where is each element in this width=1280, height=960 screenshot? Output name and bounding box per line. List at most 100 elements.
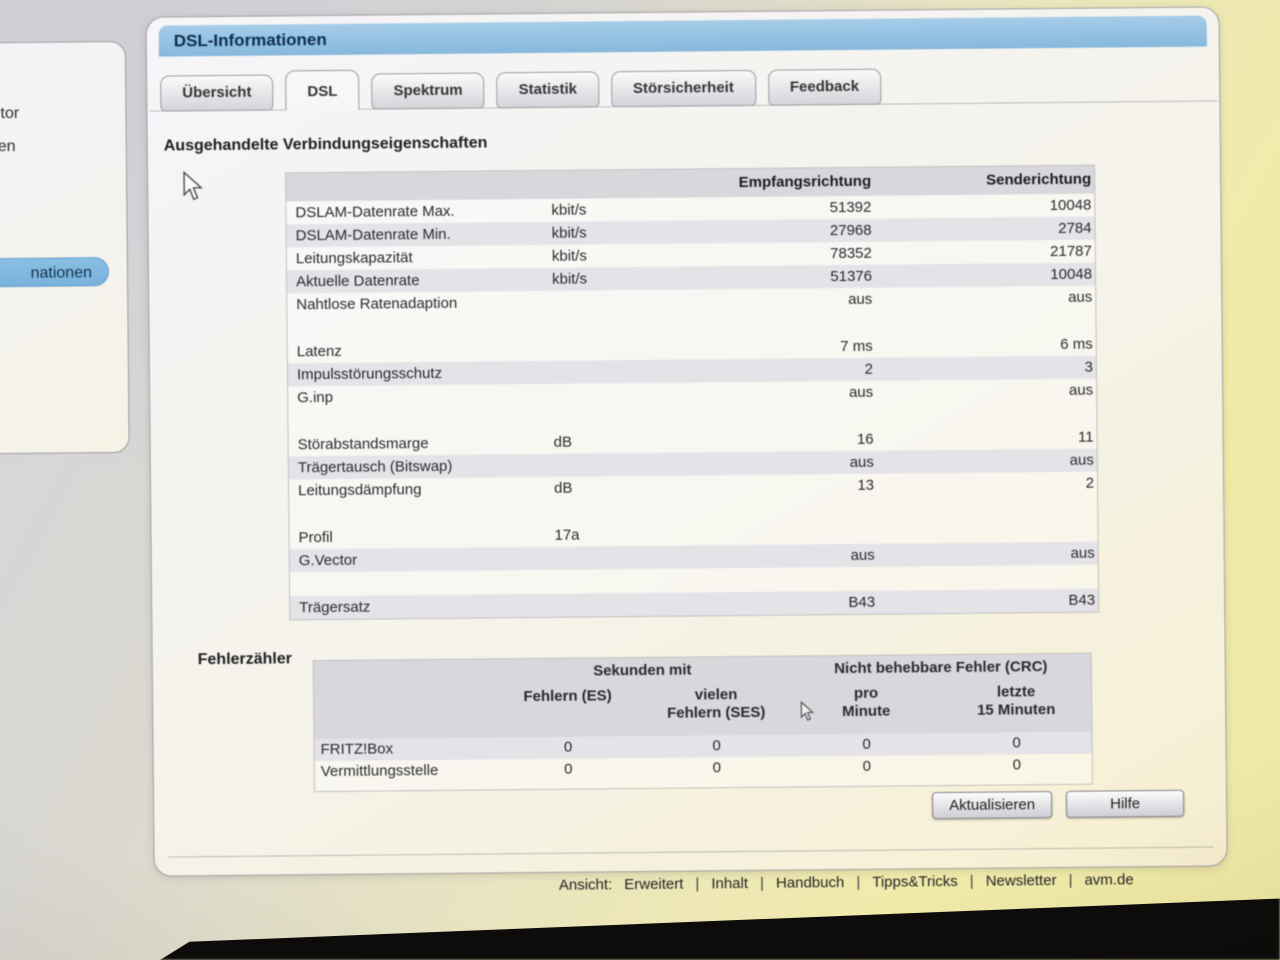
sidebar-item-partial-1[interactable]: tor [0,104,20,123]
row-label: Profil [298,528,333,547]
cell-value: 0 [862,735,871,753]
row-unit: kbit/s [551,247,587,265]
tab-storsicherheit[interactable]: Störsicherheit [610,69,757,108]
footer-separator: | [969,872,974,890]
footer-separator: | [759,874,765,892]
footer-separator: | [1068,871,1073,889]
row-value-tx: aus [1067,288,1093,306]
footer-separator: | [856,873,861,891]
column-header-letzte-15-minuten: letzte 15 Minuten [941,678,1092,733]
cell-value: 0 [712,737,721,755]
row-value-tx: 2 [1085,474,1095,492]
row-label: Störabstandsmarge [297,435,429,454]
row-value-rx: B43 [848,593,876,612]
row-value-rx: aus [848,383,874,401]
header-label-cell [286,171,551,202]
sidebar-item-dsl-informationen-selected[interactable]: nationen [0,257,110,288]
header-unit-cell [551,170,651,199]
footer-link-avm-de[interactable]: avm.de [1084,871,1134,889]
cell-value: 0 [563,738,573,756]
row-unit: kbit/s [551,224,587,242]
row-unit [553,383,653,407]
tab-spektrum[interactable]: Spektrum [371,72,485,110]
column-header-blank [314,683,495,739]
row-value-rx: 78352 [830,244,872,263]
tab-bar: Übersicht DSL Spektrum Statistik Störsicherh… [160,66,882,112]
row-value-tx: B43 [1068,591,1096,609]
row-value-rx: 13 [857,476,875,494]
row-label: Impulsstörungsschutz [296,364,443,384]
row-unit: dB [553,433,573,451]
sidebar-panel: tor en nationen [0,40,130,455]
row-value-tx: 3 [1084,358,1094,376]
footer-separator: | [695,875,700,893]
row-unit [553,360,653,384]
column-header-line: Fehlern (SES) [666,703,766,722]
row-value-tx: 21787 [1050,242,1092,261]
row-unit: kbit/s [551,270,588,288]
row-unit [553,337,653,361]
footer-links: Ansicht: Erweitert | Inhalt | Handbuch | Tipps&… [559,871,1134,894]
connection-section-heading: Ausgehandelte Verbindungseigenschaften [163,134,488,155]
row-value-rx: 27968 [829,221,872,240]
footer-link-erweitert[interactable]: Erweitert [624,875,684,894]
row-label: Leitungsdämpfung [298,481,422,500]
row-value-tx [877,519,1097,544]
row-value-tx: 2784 [1058,219,1092,237]
refresh-button[interactable]: Aktualisieren [932,791,1053,820]
row-label: Latenz [296,342,342,361]
row-value-tx: aus [1069,451,1094,469]
tab-feedback[interactable]: Feedback [767,68,882,106]
row-unit [555,546,655,570]
help-button[interactable]: Hilfe [1066,789,1185,818]
row-unit [552,290,652,314]
row-value-tx: aus [1070,544,1095,562]
error-counter-table: Sekunden mit Nicht behebbare Fehler (CRC)… [312,652,1093,793]
page-title: DSL-Informationen [158,15,1207,57]
row-label: G.Vector [298,551,358,570]
column-header-senderichtung: Senderichtung [986,170,1092,189]
row-value-rx: aus [849,453,874,471]
panel-footer-divider [167,846,1214,858]
column-header-line: letzte [996,683,1036,701]
row-unit: 17a [554,526,580,544]
mouse-cursor-icon [183,171,203,201]
row-value-tx: aus [1068,381,1094,399]
row-value-rx: 7 ms [840,337,873,356]
tab-dsl[interactable]: DSL [285,69,360,111]
footer-link-newsletter[interactable]: Newsletter [985,872,1057,890]
tab-ubersicht[interactable]: Übersicht [160,74,274,112]
row-label: Trägersatz [299,598,371,617]
row-label: DSLAM-Datenrate Min. [295,225,451,245]
sidebar-item-partial-2[interactable]: en [0,137,16,156]
row-value-rx: aus [848,290,873,308]
row-label: Nahtlose Ratenadaption [296,294,458,314]
row-unit: dB [553,479,573,497]
error-table-header-row: Fehlern (ES) vielen Fehlern (SES) pro Minute… [313,677,1092,740]
row-value-rx: 51376 [830,267,873,286]
row-value-tx: 6 ms [1060,335,1093,353]
row-label: G.inp [297,388,334,407]
cell-value: 0 [1012,734,1021,752]
column-header-fehlern-es: Fehlern (ES) [494,682,642,737]
main-panel: DSL-Informationen Übersicht DSL Spektrum St… [145,6,1228,877]
row-value-rx: 2 [864,360,874,378]
column-header-line: vielen [694,686,738,704]
column-header-empfangsrichtung: Empfangsrichtung [738,172,872,192]
row-value-tx: 10048 [1049,196,1092,215]
row-label: DSLAM-Datenrate Max. [295,202,455,222]
tab-statistik[interactable]: Statistik [496,71,600,109]
footer-view-label: Ansicht: [558,876,613,894]
cell-value: 0 [564,760,573,778]
row-label: Vermittlungsstelle [320,761,439,781]
footer-link-handbuch[interactable]: Handbuch [775,874,845,892]
row-value-rx: aus [850,546,875,564]
cell-value: 0 [712,759,722,777]
footer-link-tipps-tricks[interactable]: Tipps&Tricks [872,872,958,891]
row-value-rx: 51392 [829,198,872,217]
footer-link-inhalt[interactable]: Inhalt [711,874,749,893]
column-header-vielen-fehlern-ses: vielen Fehlern (SES) [641,681,792,736]
column-header-line: 15 Minuten [976,701,1056,719]
